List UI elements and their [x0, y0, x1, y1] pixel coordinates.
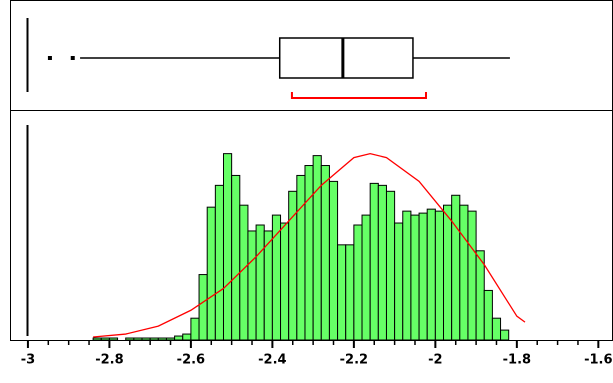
bar	[369, 182, 379, 341]
bar	[296, 174, 306, 341]
x-tick-label: -2.2	[340, 353, 368, 368]
bar	[418, 212, 428, 341]
bar	[100, 337, 110, 341]
bar	[491, 317, 502, 341]
bar	[92, 337, 102, 341]
outlier	[70, 56, 75, 60]
x-tick-label: -1.6	[584, 353, 612, 368]
bar	[247, 230, 257, 341]
bar	[174, 335, 184, 341]
outlier	[47, 56, 52, 60]
x-tick-label: -2.6	[177, 353, 205, 368]
box	[278, 37, 414, 79]
bar	[426, 208, 436, 341]
x-tick-label: -2.4	[258, 353, 286, 368]
bar	[206, 206, 216, 341]
bar	[451, 194, 461, 341]
bar	[312, 155, 322, 341]
bar	[182, 333, 192, 341]
bar	[280, 222, 290, 341]
x-tick-label: -2	[428, 353, 442, 368]
bar	[475, 250, 485, 341]
bar	[133, 337, 143, 341]
bar	[157, 337, 167, 341]
bar	[467, 210, 477, 341]
bar	[353, 224, 363, 341]
bar	[328, 180, 339, 341]
bar	[361, 214, 371, 341]
bar	[394, 222, 404, 341]
bar	[239, 204, 249, 341]
x-tick-label: -3	[21, 353, 35, 368]
bar	[385, 190, 396, 341]
bar	[222, 153, 233, 341]
bar	[108, 337, 119, 341]
bar	[125, 337, 135, 341]
bar	[320, 165, 330, 341]
x-tick-label: -2.8	[95, 353, 123, 368]
shortest-half	[290, 92, 427, 99]
bar	[459, 204, 469, 341]
bar	[402, 210, 412, 341]
bar	[255, 224, 265, 341]
bar	[345, 244, 355, 341]
bar	[304, 165, 314, 341]
bar	[337, 244, 347, 341]
bar	[141, 337, 151, 341]
bar	[198, 274, 208, 341]
bar	[190, 317, 200, 341]
bar	[443, 204, 453, 341]
x-tick-label: -1.8	[503, 353, 531, 368]
fit-curve	[93, 152, 526, 338]
bar	[483, 289, 493, 341]
bar	[214, 184, 224, 341]
bar	[165, 337, 176, 341]
bar	[500, 329, 510, 341]
bar	[149, 337, 159, 341]
bar	[410, 214, 420, 341]
bar	[231, 174, 241, 341]
bar	[377, 184, 387, 341]
bar	[434, 210, 445, 341]
